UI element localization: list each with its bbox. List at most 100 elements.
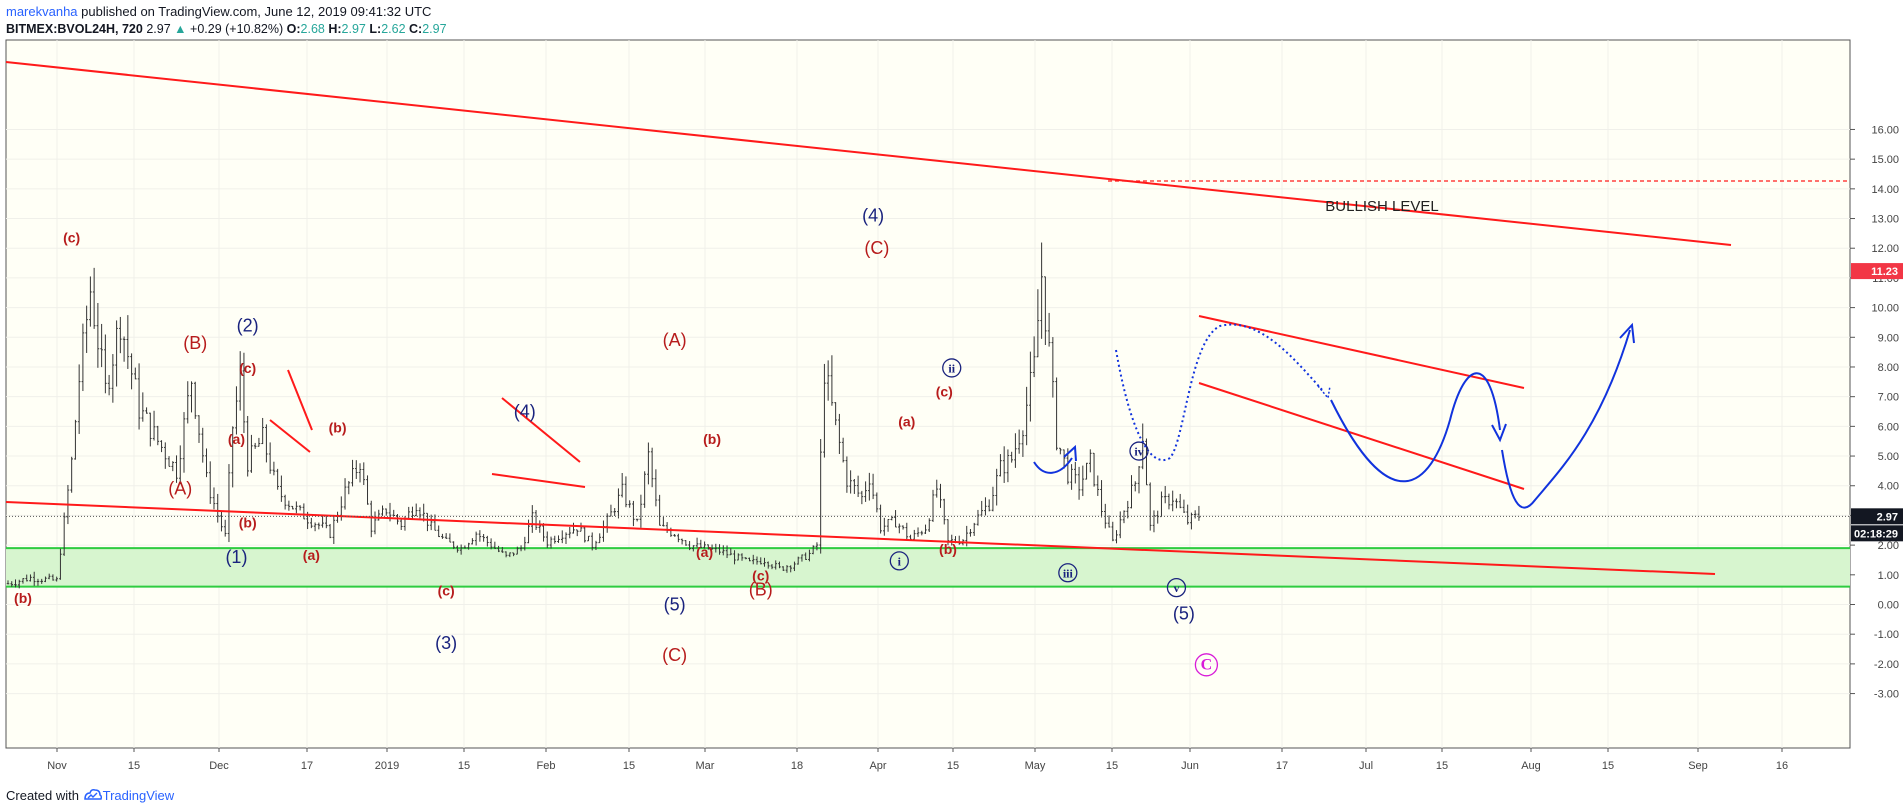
label-text: C <box>1201 656 1213 673</box>
time-tick-label: 2019 <box>375 760 399 772</box>
time-tick-label: Nov <box>47 760 67 772</box>
label-circle <box>1194 653 1219 677</box>
wave-label: (B) <box>183 333 207 353</box>
time-tick-label: 15 <box>128 760 140 772</box>
circled-wave-label: v <box>1166 577 1187 598</box>
wave-labels: (c) (b) (B) (A) (a) (b) (2) (c) (1) (b) (a) (c) (3) (… <box>14 198 1439 677</box>
published-text: published on TradingView.com, June 12, 2… <box>81 4 432 19</box>
price-tick-label: 13.00 <box>1871 214 1899 226</box>
wave-label: (4) <box>514 401 536 421</box>
wave-label: (4) <box>862 205 884 225</box>
label-circle <box>1058 563 1078 583</box>
wave-label: (b) <box>703 431 721 447</box>
price-tick-label: 10.00 <box>1871 303 1899 315</box>
price-tick-label: -1.00 <box>1874 629 1899 641</box>
circled-wave-label: C <box>1194 653 1219 677</box>
wave-label: (2) <box>237 315 259 335</box>
bullish-level-badge: 11.23 <box>1871 266 1898 278</box>
publish-info: marekvanha published on TradingView.com,… <box>6 4 431 20</box>
author-link[interactable]: marekvanha <box>6 4 78 19</box>
wave-c-trendline-4 <box>491 473 586 488</box>
wave-label: (B) <box>749 580 773 600</box>
countdown-badge: 02:18:29 <box>1854 528 1898 540</box>
bullish-level-label: BULLISH LEVEL <box>1325 198 1438 215</box>
low-label: L: <box>369 22 382 36</box>
circled-wave-label: ii <box>942 358 962 378</box>
price-tick-label: 4.00 <box>1878 481 1899 493</box>
time-tick-label: May <box>1025 760 1046 772</box>
small-up-swing <box>1033 457 1073 474</box>
close-value: 2.97 <box>422 22 447 36</box>
label-circle <box>889 551 909 571</box>
arrow-head-icon <box>1317 385 1331 400</box>
projection-path-iii-iv <box>1330 372 1501 483</box>
wave-label: (b) <box>329 419 347 435</box>
wave-c-trendline-3 <box>501 397 581 463</box>
time-tick-label: 18 <box>791 760 803 772</box>
lower-wedge-line <box>1198 382 1525 490</box>
arrow-head-icon <box>1063 444 1077 462</box>
wave-label: (a) <box>228 431 245 447</box>
price-tick-label: 5.00 <box>1878 451 1899 463</box>
plot-background <box>6 40 1850 748</box>
price-tick-label: 15.00 <box>1871 154 1899 166</box>
close-label: C: <box>409 22 423 36</box>
projection-path-v <box>1501 329 1631 509</box>
time-tick-label: Feb <box>537 760 556 772</box>
price-tick-label: 7.00 <box>1878 392 1899 404</box>
created-with-label: Created with <box>6 788 79 803</box>
time-tick-label: 15 <box>1436 760 1448 772</box>
wave-label: (5) <box>1173 603 1195 623</box>
wave-label: (A) <box>168 479 192 499</box>
open-label: O: <box>286 22 301 36</box>
time-tick-label: Apr <box>869 760 886 772</box>
time-scale[interactable]: Nov 15 Dec 17 2019 15 Feb 15 Mar 18 Apr 15 May 15 Jun 1… <box>47 748 1788 772</box>
wave-label: (a) <box>303 547 320 563</box>
high-value: 2.97 <box>341 22 366 36</box>
time-tick-label: 16 <box>1776 760 1788 772</box>
last-price-badge-background <box>1851 508 1903 525</box>
label-text: v <box>1173 581 1179 595</box>
time-tick-label: 15 <box>1602 760 1614 772</box>
price-tick-label: 1.00 <box>1878 570 1899 582</box>
time-tick-label: Aug <box>1521 760 1541 772</box>
tradingview-logo-icon <box>83 789 102 800</box>
bullish-level-badge-background <box>1851 263 1903 280</box>
price-badges: 11.23 2.97 02:18:29 <box>6 263 1903 542</box>
label-text: i <box>898 554 902 568</box>
wave-label: (c) <box>752 568 769 584</box>
price-tick-label: 9.00 <box>1878 332 1899 344</box>
lower-channel-line <box>5 501 1716 575</box>
symbol-ohlc-line: BITMEX:BVOL24H, 720 2.97 ▲ +0.29 (+10.82… <box>6 21 447 37</box>
drawings <box>5 61 1850 575</box>
symbol-label: BITMEX:BVOL24H, 720 <box>6 22 143 36</box>
label-text: iii <box>1063 566 1074 580</box>
wave-label: (5) <box>664 594 686 614</box>
time-tick-label: 15 <box>623 760 635 772</box>
wave-c-trendline-2 <box>287 369 313 431</box>
wave-label: (b) <box>239 514 257 530</box>
wave-c-trendline-1 <box>269 419 311 453</box>
price-series <box>6 242 1201 589</box>
up-arrow-icon: ▲ <box>174 22 187 36</box>
circled-wave-label: iv <box>1129 441 1149 461</box>
tradingview-link[interactable]: TradingView <box>102 788 175 803</box>
time-tick-label: Jul <box>1359 760 1373 772</box>
last-price-badge: 2.97 <box>1877 511 1898 523</box>
label-text: iv <box>1134 445 1143 459</box>
label-circle <box>942 358 962 378</box>
last-price: 2.97 <box>146 22 171 36</box>
price-tick-label: 8.00 <box>1878 362 1899 374</box>
wave-label: (c) <box>63 229 80 245</box>
time-tick-label: 17 <box>1276 760 1288 772</box>
time-tick-label: Mar <box>696 760 715 772</box>
arrow-head-icon <box>1619 322 1635 344</box>
label-text: ii <box>948 361 955 375</box>
footer: Created with TradingView <box>6 788 174 804</box>
wave-label: (C) <box>864 238 889 258</box>
projection-path-dotted <box>1115 323 1325 461</box>
time-tick-label: Sep <box>1688 760 1708 772</box>
wave-label: (b) <box>939 541 957 557</box>
price-tick-label: -3.00 <box>1874 689 1899 701</box>
